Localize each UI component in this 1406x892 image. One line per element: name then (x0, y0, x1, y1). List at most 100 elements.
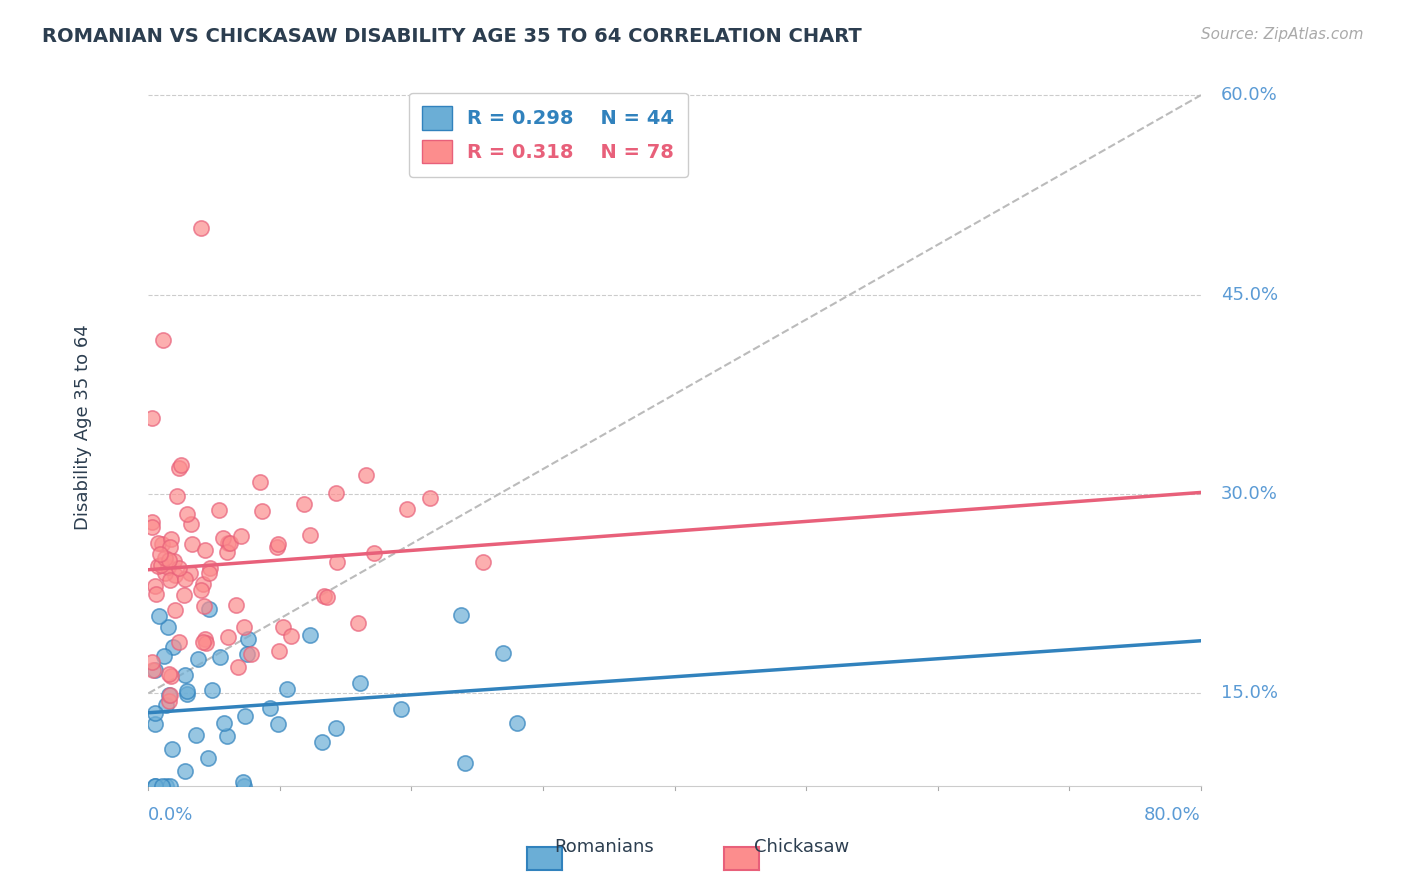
Point (181, 537, 204, 551)
Point (271, 620, 294, 634)
Text: Romanians: Romanians (555, 838, 654, 856)
Point (198, 566, 221, 580)
Point (326, 555, 349, 569)
Point (299, 628, 322, 642)
Point (163, 603, 186, 617)
Point (162, 640, 184, 654)
Point (193, 634, 215, 648)
Point (157, 560, 180, 574)
Point (325, 486, 347, 500)
Point (229, 529, 252, 543)
Point (201, 683, 224, 698)
Point (180, 517, 202, 532)
Point (233, 620, 256, 634)
Point (233, 709, 256, 723)
Point (217, 536, 239, 550)
Point (150, 780, 173, 794)
Point (176, 507, 198, 521)
Point (141, 515, 163, 529)
Point (217, 545, 239, 559)
Point (141, 655, 163, 669)
Point (149, 547, 172, 561)
Point (146, 559, 169, 574)
Point (165, 568, 187, 582)
Point (225, 598, 247, 612)
Point (167, 634, 190, 648)
Text: Disability Age 35 to 64: Disability Age 35 to 64 (73, 325, 91, 531)
Point (267, 537, 290, 551)
Point (145, 717, 167, 731)
Point (190, 583, 212, 598)
Point (157, 666, 180, 681)
Text: ROMANIAN VS CHICKASAW DISABILITY AGE 35 TO 64 CORRELATION CHART: ROMANIAN VS CHICKASAW DISABILITY AGE 35 … (42, 27, 862, 45)
Point (159, 780, 181, 794)
Point (299, 527, 322, 541)
Text: 80.0%: 80.0% (1144, 806, 1201, 824)
Point (150, 537, 173, 551)
Point (173, 572, 195, 586)
Text: Source: ZipAtlas.com: Source: ZipAtlas.com (1201, 27, 1364, 42)
Point (354, 468, 377, 483)
Point (506, 716, 529, 731)
Point (347, 616, 370, 631)
Legend: R = 0.298    N = 44, R = 0.318    N = 78: R = 0.298 N = 44, R = 0.318 N = 78 (409, 93, 688, 177)
Point (152, 333, 174, 347)
Text: Chickasaw: Chickasaw (754, 838, 849, 856)
Point (195, 636, 218, 650)
Point (316, 591, 339, 605)
Point (211, 531, 233, 545)
Point (155, 780, 177, 794)
Point (249, 475, 271, 489)
Point (159, 540, 181, 554)
Point (167, 460, 190, 475)
Point (280, 629, 302, 643)
Point (226, 659, 249, 673)
Point (166, 489, 188, 503)
Point (215, 729, 238, 743)
Point (198, 560, 221, 574)
Point (198, 601, 221, 615)
Point (267, 717, 290, 731)
Point (233, 780, 256, 794)
Point (153, 551, 176, 566)
Point (450, 608, 472, 623)
Point (173, 668, 195, 682)
Point (143, 780, 166, 794)
Point (389, 702, 412, 716)
Point (191, 577, 214, 591)
Point (267, 644, 290, 658)
Point (160, 742, 183, 756)
Point (193, 599, 215, 613)
Point (492, 646, 515, 660)
Point (179, 566, 201, 581)
Point (232, 775, 254, 789)
Point (148, 609, 170, 624)
Point (143, 579, 166, 593)
Point (141, 520, 163, 534)
Text: 15.0%: 15.0% (1220, 684, 1278, 702)
Point (157, 553, 180, 567)
Point (153, 566, 176, 580)
Text: 45.0%: 45.0% (1220, 285, 1278, 303)
Point (292, 497, 315, 511)
Point (155, 698, 177, 712)
Point (209, 649, 232, 664)
Point (240, 647, 263, 661)
Point (419, 491, 441, 505)
Point (148, 536, 170, 550)
Point (160, 669, 183, 683)
Point (141, 411, 163, 425)
Point (157, 694, 180, 708)
Point (187, 652, 209, 666)
Point (314, 589, 336, 603)
Point (217, 630, 239, 644)
Point (236, 632, 259, 647)
Point (214, 716, 236, 731)
Point (236, 647, 259, 661)
Point (454, 756, 477, 770)
Point (143, 780, 166, 794)
Point (194, 543, 217, 558)
Point (311, 735, 333, 749)
Text: 30.0%: 30.0% (1220, 485, 1278, 503)
Point (325, 721, 347, 735)
